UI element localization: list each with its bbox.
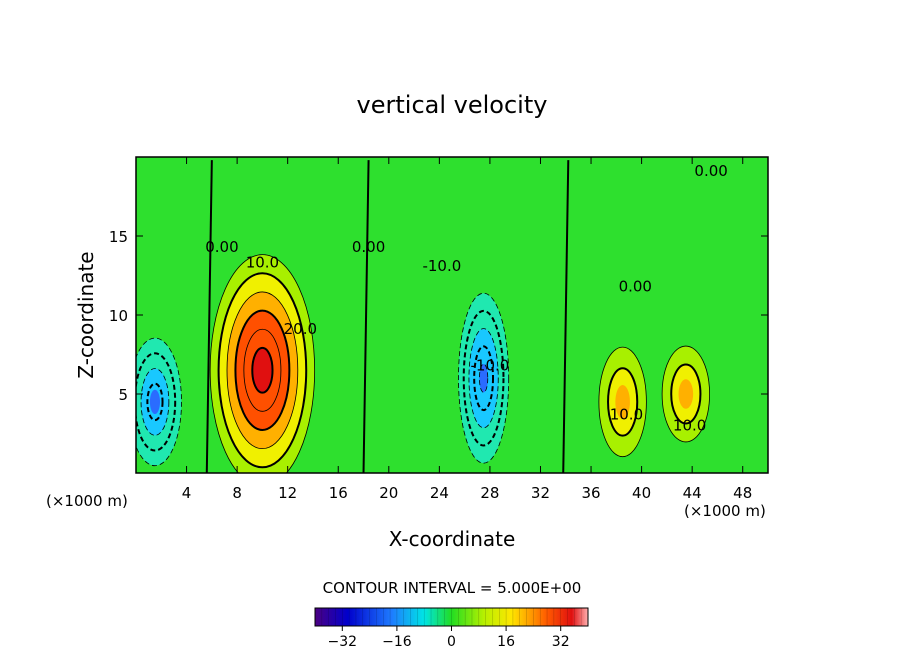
contour-4-1 xyxy=(670,363,702,425)
field-level-4-2 xyxy=(678,379,694,409)
x-tick-label-7: 32 xyxy=(531,484,550,502)
contour-1-2 xyxy=(140,368,170,436)
colorbar-tick-label-0: −32 xyxy=(328,634,358,650)
x-unit-label-left: (×1000 m) xyxy=(46,492,128,510)
contour-2-4 xyxy=(479,363,489,393)
contour-labels: 0.00 10.0 20.0 0.00 -10.0 -10.0 0.00 0.00 10.0 10… xyxy=(205,162,728,434)
contour-label-5: -10.0 xyxy=(471,356,510,374)
contour-label-8: 10.0 xyxy=(610,405,643,423)
contour-interval-text: CONTOUR INTERVAL = 5.000E+00 xyxy=(323,579,582,597)
colorbar-tick-label-4: 32 xyxy=(552,634,570,650)
contour-label-0: 0.00 xyxy=(205,238,238,256)
contour-2-0 xyxy=(458,292,510,464)
plot-area: 0.00 10.0 20.0 0.00 -10.0 -10.0 0.00 0.00 10.0 10… xyxy=(136,157,768,473)
colorbar-tick-label-1: −16 xyxy=(382,634,412,650)
y-tick-label-1: 10 xyxy=(109,307,128,325)
field-level-2-5 xyxy=(479,364,488,393)
contour-0-3 xyxy=(234,309,291,431)
contour-0-2 xyxy=(226,291,299,450)
x-tick-label-11: 48 xyxy=(733,484,752,502)
x-tick-label-8: 36 xyxy=(581,484,600,502)
x-tick-label-9: 40 xyxy=(632,484,651,502)
contour-label-4: -10.0 xyxy=(422,257,461,275)
contour-2-3 xyxy=(473,345,495,412)
y-tick-label-0: 5 xyxy=(118,386,128,404)
contour-3-0 xyxy=(598,346,647,458)
contour-label-3: 0.00 xyxy=(352,238,385,256)
x-tick-label-0: 4 xyxy=(182,484,192,502)
x-tick-label-10: 44 xyxy=(683,484,702,502)
contour-0-0 xyxy=(209,254,316,473)
x-tick-label-4: 20 xyxy=(379,484,398,502)
y-axis-ticks: 5 10 15 xyxy=(109,228,768,404)
contour-lines xyxy=(136,160,710,473)
x-tick-label-3: 16 xyxy=(329,484,348,502)
colorbar-ticks: −32 −16 0 16 32 xyxy=(328,626,570,650)
contour-label-1: 10.0 xyxy=(246,254,279,272)
contour-0-4 xyxy=(243,328,282,412)
x-tick-label-2: 12 xyxy=(278,484,297,502)
colorbar-segments xyxy=(321,608,582,626)
contour-label-7: 0.00 xyxy=(694,162,727,180)
colorbar: −32 −16 0 16 32 xyxy=(314,607,589,650)
contour-label-6: 0.00 xyxy=(619,277,652,295)
x-tick-label-5: 24 xyxy=(430,484,449,502)
contour-3-1 xyxy=(607,367,639,437)
contour-0-5 xyxy=(251,346,274,394)
contour-2-1 xyxy=(462,309,505,447)
contour-1-3 xyxy=(146,382,164,422)
contour-label-9: 10.0 xyxy=(673,416,706,434)
zero-contour-1 xyxy=(362,160,370,473)
contour-1-0 xyxy=(136,337,182,467)
zero-contour-2 xyxy=(562,160,570,473)
x-tick-label-6: 28 xyxy=(480,484,499,502)
contour-label-2: 20.0 xyxy=(284,320,317,338)
x-tick-label-1: 8 xyxy=(232,484,242,502)
y-tick-label-2: 15 xyxy=(109,228,128,246)
contour-1-1 xyxy=(136,352,177,452)
contour-4-0 xyxy=(661,345,710,443)
colorbar-tick-label-2: 0 xyxy=(447,634,456,650)
field-level-1-4 xyxy=(149,389,161,415)
field-level-0-6 xyxy=(255,355,270,386)
y-axis-label: Z-coordinate xyxy=(74,251,98,378)
zero-contour-0 xyxy=(205,160,213,473)
chart-title: vertical velocity xyxy=(357,91,548,119)
field-level-3-2 xyxy=(615,385,630,419)
x-axis-label: X-coordinate xyxy=(389,527,516,551)
x-axis-ticks: 4 8 12 16 20 24 28 32 36 40 44 48 xyxy=(182,157,752,502)
x-unit-label-right: (×1000 m) xyxy=(684,502,766,520)
contour-2-2 xyxy=(468,328,499,429)
contour-0-1 xyxy=(217,272,308,469)
colorbar-tick-label-3: 16 xyxy=(497,634,515,650)
